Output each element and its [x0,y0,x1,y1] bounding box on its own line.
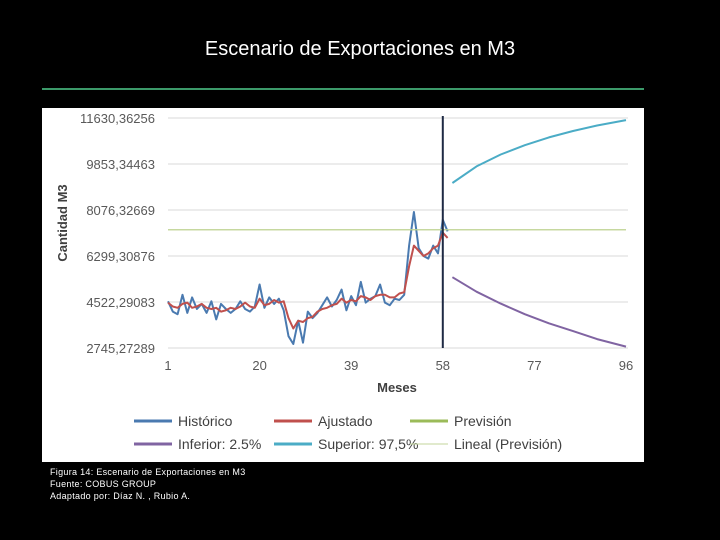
caption-line-figure: Figura 14: Escenario de Exportaciones en… [50,467,246,477]
title-divider [42,88,644,90]
x-axis-label: Meses [377,380,417,395]
legend-label: Inferior: 2.5% [178,436,261,452]
y-tick-label: 6299,30876 [86,249,155,264]
y-axis-label: Cantidad M3 [55,184,70,261]
series-line-historico [167,211,449,345]
series-line-inferior-2-5 [451,276,627,348]
legend-label: Histórico [178,413,233,429]
chart-panel: 2745,27289 4522,29083 6299,30876 8076,32669… [42,108,644,462]
x-tick-label: 58 [436,358,450,373]
caption-line-source: Fuente: COBUS GROUP [50,479,157,489]
series-line-ajustado [167,231,449,330]
legend-label: Ajustado [318,413,373,429]
line-chart: 2745,27289 4522,29083 6299,30876 8076,32669… [55,111,633,452]
x-tick-label: 96 [619,358,633,373]
legend-label: Lineal (Previsión) [454,436,562,452]
legend-label: Previsión [454,413,512,429]
series-line-superior-97-5 [451,119,627,184]
caption-line-adapted: Adaptado por: Díaz N. , Rubio A. [50,491,191,501]
x-tick-label: 1 [164,358,171,373]
y-tick-label: 9853,34463 [86,157,155,172]
figure-caption: Figura 14: Escenario de Exportaciones en… [50,466,246,502]
x-tick-label: 20 [252,358,266,373]
slide-title: Escenario de Exportaciones en M3 [204,38,516,60]
x-tick-label: 77 [527,358,541,373]
y-tick-label: 8076,32669 [86,203,155,218]
y-tick-label: 4522,29083 [86,295,155,310]
y-tick-label: 2745,27289 [86,341,155,356]
legend-label: Superior: 97,5% [318,436,418,452]
x-tick-label: 39 [344,358,358,373]
y-tick-label: 11630,36256 [80,111,155,126]
